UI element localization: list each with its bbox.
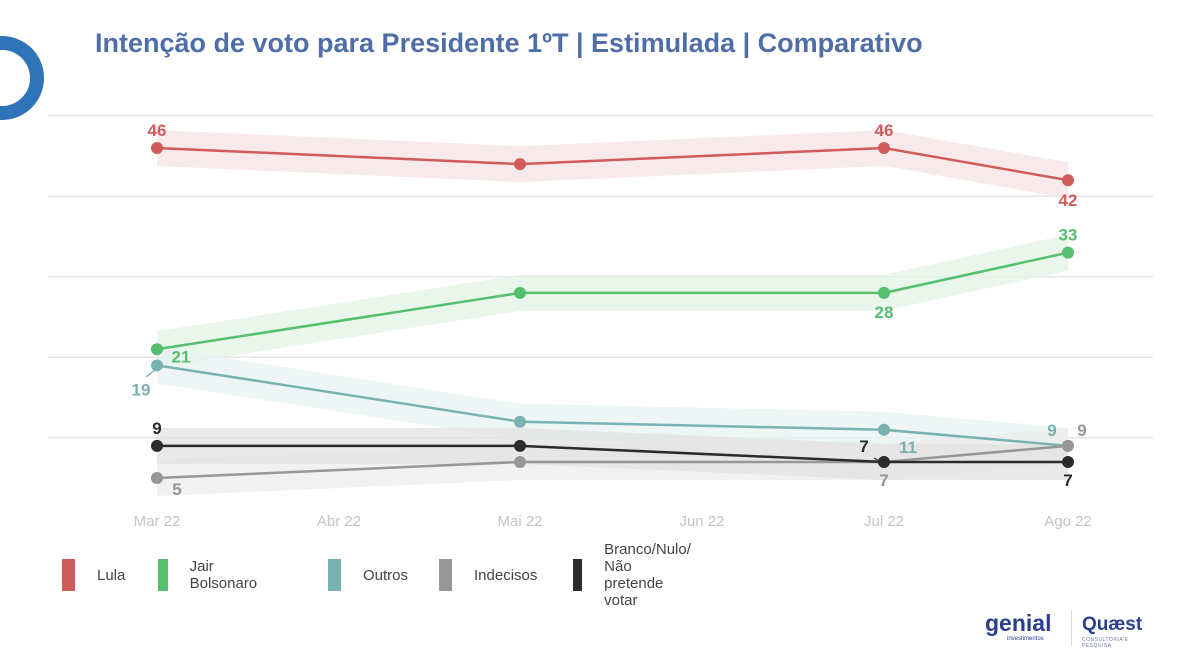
- x-tick-label: Ago 22: [1044, 513, 1092, 530]
- data-point: [514, 415, 526, 428]
- confidence-band: [157, 130, 1068, 199]
- legend-item-outros: Outros: [328, 558, 408, 592]
- confidence-band: [157, 234, 1068, 368]
- data-label: 7: [859, 437, 868, 456]
- legend-item-lula: Lula: [62, 558, 125, 592]
- data-label: 9: [1047, 421, 1056, 440]
- data-label: 9: [1077, 421, 1086, 440]
- data-point: [1062, 246, 1074, 259]
- quaest-logo-subtitle: CONSULTORIA E PESQUISA: [1082, 637, 1129, 649]
- data-point: [1062, 174, 1074, 187]
- confidence-band: [157, 427, 1068, 480]
- x-tick-label: Mar 22: [134, 513, 181, 530]
- data-label: 28: [875, 303, 894, 322]
- x-tick-label: Abr 22: [317, 513, 361, 530]
- series-line: [156, 364, 1069, 448]
- genial-logo-subtitle: investimentos: [1007, 636, 1044, 642]
- data-point: [514, 455, 526, 468]
- confidence-band: [157, 347, 1068, 464]
- data-point: [878, 423, 890, 436]
- legend-label-bolsonaro: Jair Bolsonaro: [189, 558, 258, 592]
- x-tick-label: Mai 22: [497, 513, 542, 530]
- data-point: [151, 439, 163, 452]
- data-point: [514, 439, 526, 452]
- data-point: [1062, 455, 1074, 468]
- data-point: [151, 472, 163, 485]
- series-line: [156, 146, 1069, 182]
- legend-item-indecisos: Indecisos: [439, 558, 537, 592]
- data-label: 46: [875, 121, 894, 140]
- data-label: 7: [879, 471, 888, 490]
- data-label: 5: [172, 480, 181, 499]
- legend-swatch-lula: [62, 559, 75, 591]
- legend-swatch-indecisos: [439, 559, 452, 591]
- data-label: 21: [172, 347, 191, 366]
- data-label: 42: [1059, 191, 1078, 210]
- legend-label-indecisos: Indecisos: [474, 566, 538, 584]
- leader-line: [873, 457, 885, 465]
- data-label: 7: [1063, 471, 1072, 490]
- data-point: [878, 455, 890, 468]
- data-point: [151, 359, 163, 372]
- genial-logo: genial: [985, 610, 1052, 636]
- series-line: [157, 444, 1068, 464]
- legend-label-branco-nulo: Branco/Nulo/ Não pretende votar: [604, 541, 695, 609]
- legend-item-branco-nulo: Branco/Nulo/ Não pretende votar: [573, 541, 695, 609]
- logo-divider: [1071, 610, 1072, 646]
- data-point: [151, 343, 163, 356]
- legend-swatch-bolsonaro: [158, 559, 168, 591]
- legend-swatch-outros: [328, 559, 341, 591]
- data-point: [878, 142, 890, 154]
- legend-label-line2: Não pretende votar: [604, 558, 664, 609]
- x-tick-label: Jul 22: [864, 513, 904, 530]
- data-label: 19: [132, 380, 151, 399]
- leader-line: [145, 368, 157, 378]
- page-title: Intenção de voto para Presidente 1ºT | E…: [95, 28, 923, 58]
- data-point: [514, 158, 526, 171]
- data-label: 9: [152, 419, 161, 438]
- x-tick-label: Jun 22: [679, 513, 724, 530]
- data-label: 33: [1059, 226, 1078, 245]
- data-point: [151, 142, 163, 154]
- legend-swatch-branco-nulo: [573, 559, 583, 591]
- data-point: [1062, 439, 1074, 452]
- data-point: [878, 286, 890, 299]
- series-line: [156, 251, 1069, 351]
- data-point: [514, 286, 526, 299]
- legend-label-lula: Lula: [97, 566, 126, 584]
- data-label: 11: [899, 438, 917, 457]
- series-line: [156, 444, 1069, 480]
- legend-label-outros: Outros: [363, 566, 409, 584]
- footer-logos: genial investimentos Quæst CONSULTORIA E…: [985, 610, 1155, 649]
- data-label: 46: [148, 121, 167, 140]
- quaest-logo: Quæst: [1082, 614, 1143, 635]
- legend-label-line1: Branco/Nulo/: [604, 541, 691, 558]
- legend-item-bolsonaro: Jair Bolsonaro: [158, 558, 261, 592]
